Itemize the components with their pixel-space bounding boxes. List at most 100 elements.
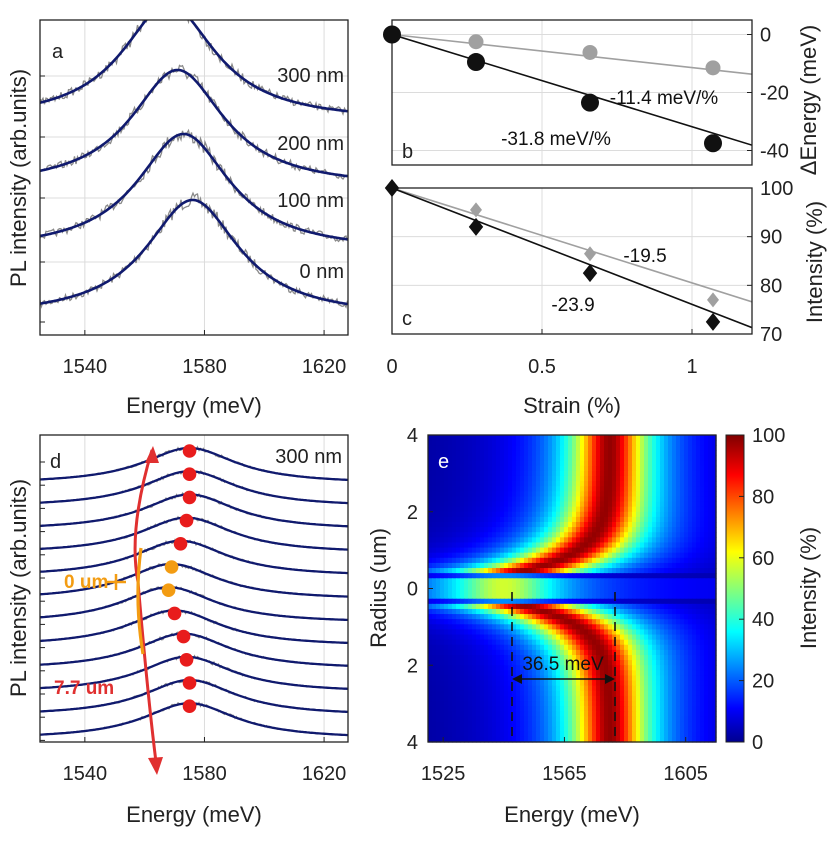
heatmap-cell [576, 465, 581, 472]
heatmap-cell [488, 649, 493, 656]
heatmap-cell [628, 670, 633, 677]
heatmap-cell [460, 532, 465, 538]
heatmap-cell [548, 460, 553, 467]
heatmap-cell [508, 542, 513, 549]
heatmap-cell [644, 690, 649, 697]
heatmap-cell [632, 690, 637, 697]
heatmap-cell [628, 511, 633, 518]
heatmap-cell [632, 665, 637, 671]
heatmap-cell [544, 726, 549, 733]
heatmap-cell [484, 644, 489, 651]
heatmap-cell [608, 680, 613, 687]
heatmap-cell [440, 455, 445, 462]
heatmap-cell [696, 731, 701, 738]
heatmap-cell [432, 573, 437, 579]
heatmap-cell [604, 537, 609, 544]
heatmap-cell [520, 475, 525, 482]
heatmap-cell [628, 450, 633, 457]
heatmap-cell [508, 690, 513, 697]
heatmap-cell [492, 690, 497, 697]
heatmap-cell [648, 445, 653, 451]
heatmap-cell [512, 608, 517, 615]
heatmap-cell [500, 583, 505, 590]
heatmap-cell [692, 629, 697, 636]
heatmap-cell [696, 685, 701, 692]
heatmap-cell [520, 588, 525, 595]
heatmap-cell [624, 537, 629, 544]
heatmap-cell [576, 726, 581, 733]
heatmap-cell [556, 614, 561, 620]
heatmap-cell [632, 496, 637, 503]
heatmap-cell [640, 670, 645, 677]
heatmap-cell [636, 711, 641, 718]
heatmap-cell [644, 506, 649, 513]
heatmap-cell [652, 521, 657, 528]
heatmap-cell [440, 562, 445, 569]
heatmap-cell [452, 445, 457, 451]
heatmap-cell [516, 649, 521, 656]
heatmap-cell [524, 511, 529, 518]
heatmap-cell [428, 506, 433, 513]
heatmap-cell [432, 470, 437, 477]
heatmap-cell [692, 583, 697, 590]
heatmap-cell [564, 608, 569, 615]
heatmap-cell [568, 573, 573, 579]
heatmap-cell [456, 634, 461, 641]
heatmap-cell [532, 573, 537, 579]
heatmap-cell [512, 486, 517, 492]
heatmap-cell [632, 711, 637, 718]
heatmap-cell [520, 491, 525, 497]
heatmap-cell [480, 542, 485, 549]
heatmap-cell [532, 496, 537, 503]
heatmap-cell [644, 695, 649, 702]
heatmap-cell [640, 614, 645, 620]
heatmap-cell [628, 598, 633, 605]
heatmap-cell [584, 670, 589, 677]
heatmap-cell [620, 711, 625, 718]
heatmap-cell [488, 685, 493, 692]
heatmap-cell [580, 701, 585, 707]
heatmap-cell [548, 465, 553, 472]
heatmap-cell [516, 634, 521, 641]
heatmap-cell [636, 644, 641, 651]
heatmap-cell [612, 568, 617, 574]
heatmap-cell [500, 721, 505, 728]
heatmap-cell [632, 706, 637, 712]
heatmap-cell [584, 685, 589, 692]
heatmap-cell [560, 547, 565, 554]
heatmap-cell [480, 435, 485, 441]
heatmap-cell [620, 695, 625, 702]
heatmap-cell [488, 501, 493, 508]
heatmap-cell [672, 450, 677, 457]
heatmap-cell [652, 516, 657, 523]
heatmap-cell [696, 562, 701, 569]
heatmap-cell [496, 614, 501, 620]
heatmap-cell [528, 506, 533, 513]
heatmap-cell [436, 440, 441, 446]
heatmap-cell [480, 726, 485, 733]
heatmap-cell [428, 695, 433, 702]
heatmap-cell [488, 690, 493, 697]
heatmap-cell [488, 583, 493, 590]
heatmap-cell [508, 496, 513, 503]
heatmap-cell [640, 578, 645, 584]
heatmap-cell [616, 568, 621, 574]
heatmap-cell [536, 496, 541, 503]
heatmap-cell [572, 629, 577, 636]
heatmap-cell [624, 721, 629, 728]
heatmap-cell [712, 690, 717, 697]
heatmap-cell [688, 593, 693, 600]
heatmap-cell [592, 588, 597, 595]
heatmap-cell [456, 486, 461, 492]
heatmap-cell [532, 716, 537, 723]
heatmap-cell [488, 460, 493, 467]
heatmap-cell [444, 583, 449, 590]
heatmap-cell [676, 731, 681, 738]
heatmap-cell [432, 695, 437, 702]
heatmap-cell [628, 603, 633, 610]
heatmap-cell [520, 465, 525, 472]
heatmap-cell [452, 578, 457, 584]
heatmap-cell [484, 588, 489, 595]
heatmap-cell [472, 521, 477, 528]
heatmap-cell [600, 665, 605, 671]
